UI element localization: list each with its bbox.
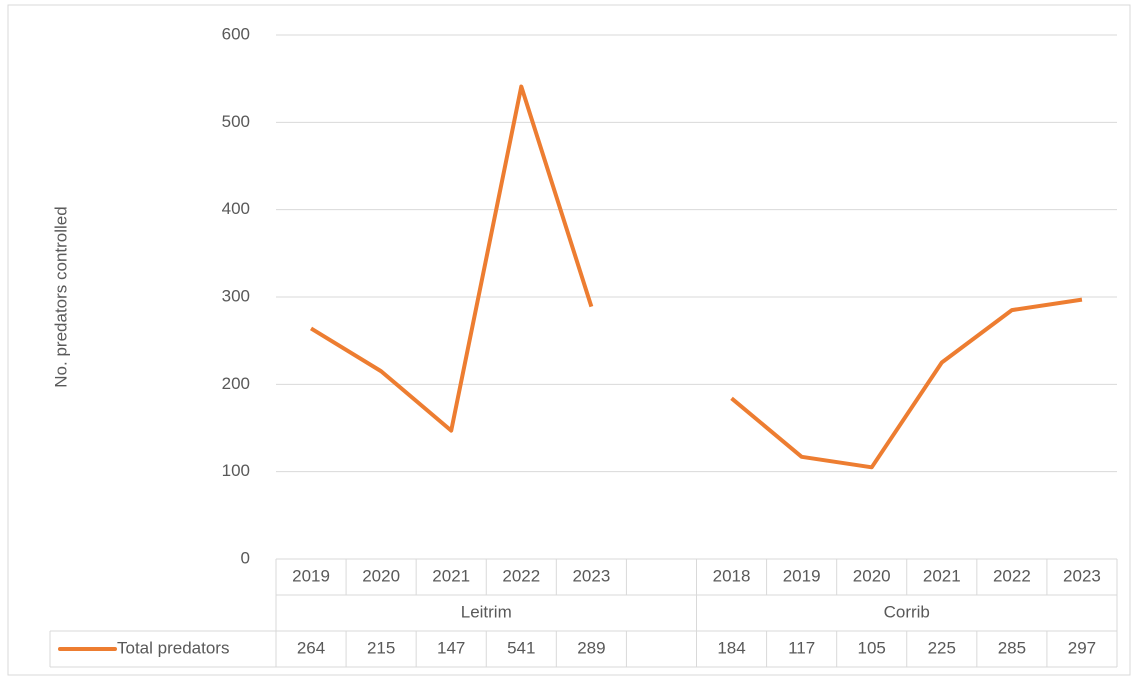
x-tick-label: 2020 — [362, 566, 400, 585]
table-value: 289 — [577, 638, 605, 657]
y-tick-label: 300 — [222, 286, 250, 305]
x-tick-label: 2019 — [783, 566, 821, 585]
table-value: 105 — [858, 638, 886, 657]
x-tick-label: 2021 — [923, 566, 961, 585]
table-value: 541 — [507, 638, 535, 657]
x-tick-label: 2019 — [292, 566, 330, 585]
table-value: 147 — [437, 638, 465, 657]
group-label: Corrib — [884, 602, 930, 621]
table-value: 297 — [1068, 638, 1096, 657]
x-tick-label: 2018 — [713, 566, 751, 585]
table-value: 264 — [297, 638, 325, 657]
x-tick-label: 2023 — [1063, 566, 1101, 585]
y-axis-label: No. predators controlled — [51, 206, 70, 387]
x-tick-label: 2020 — [853, 566, 891, 585]
table-value: 117 — [788, 638, 815, 657]
x-tick-label: 2022 — [502, 566, 540, 585]
legend-label: Total predators — [117, 638, 229, 657]
y-tick-label: 100 — [222, 461, 250, 480]
table-value: 285 — [998, 638, 1026, 657]
chart-border — [7, 4, 1131, 676]
line-series — [309, 84, 1083, 470]
x-tick-label: 2022 — [993, 566, 1031, 585]
y-tick-label: 0 — [241, 548, 250, 567]
y-tick-label: 400 — [222, 199, 250, 218]
x-tick-label: 2021 — [432, 566, 470, 585]
y-tick-label: 200 — [222, 374, 250, 393]
table-value: 225 — [928, 638, 956, 657]
group-label: Leitrim — [461, 602, 512, 621]
y-tick-label: 600 — [222, 24, 250, 43]
y-tick-label: 500 — [222, 112, 250, 131]
table-value: 184 — [717, 638, 745, 657]
x-tick-label: 2023 — [572, 566, 610, 585]
table-value: 215 — [367, 638, 395, 657]
